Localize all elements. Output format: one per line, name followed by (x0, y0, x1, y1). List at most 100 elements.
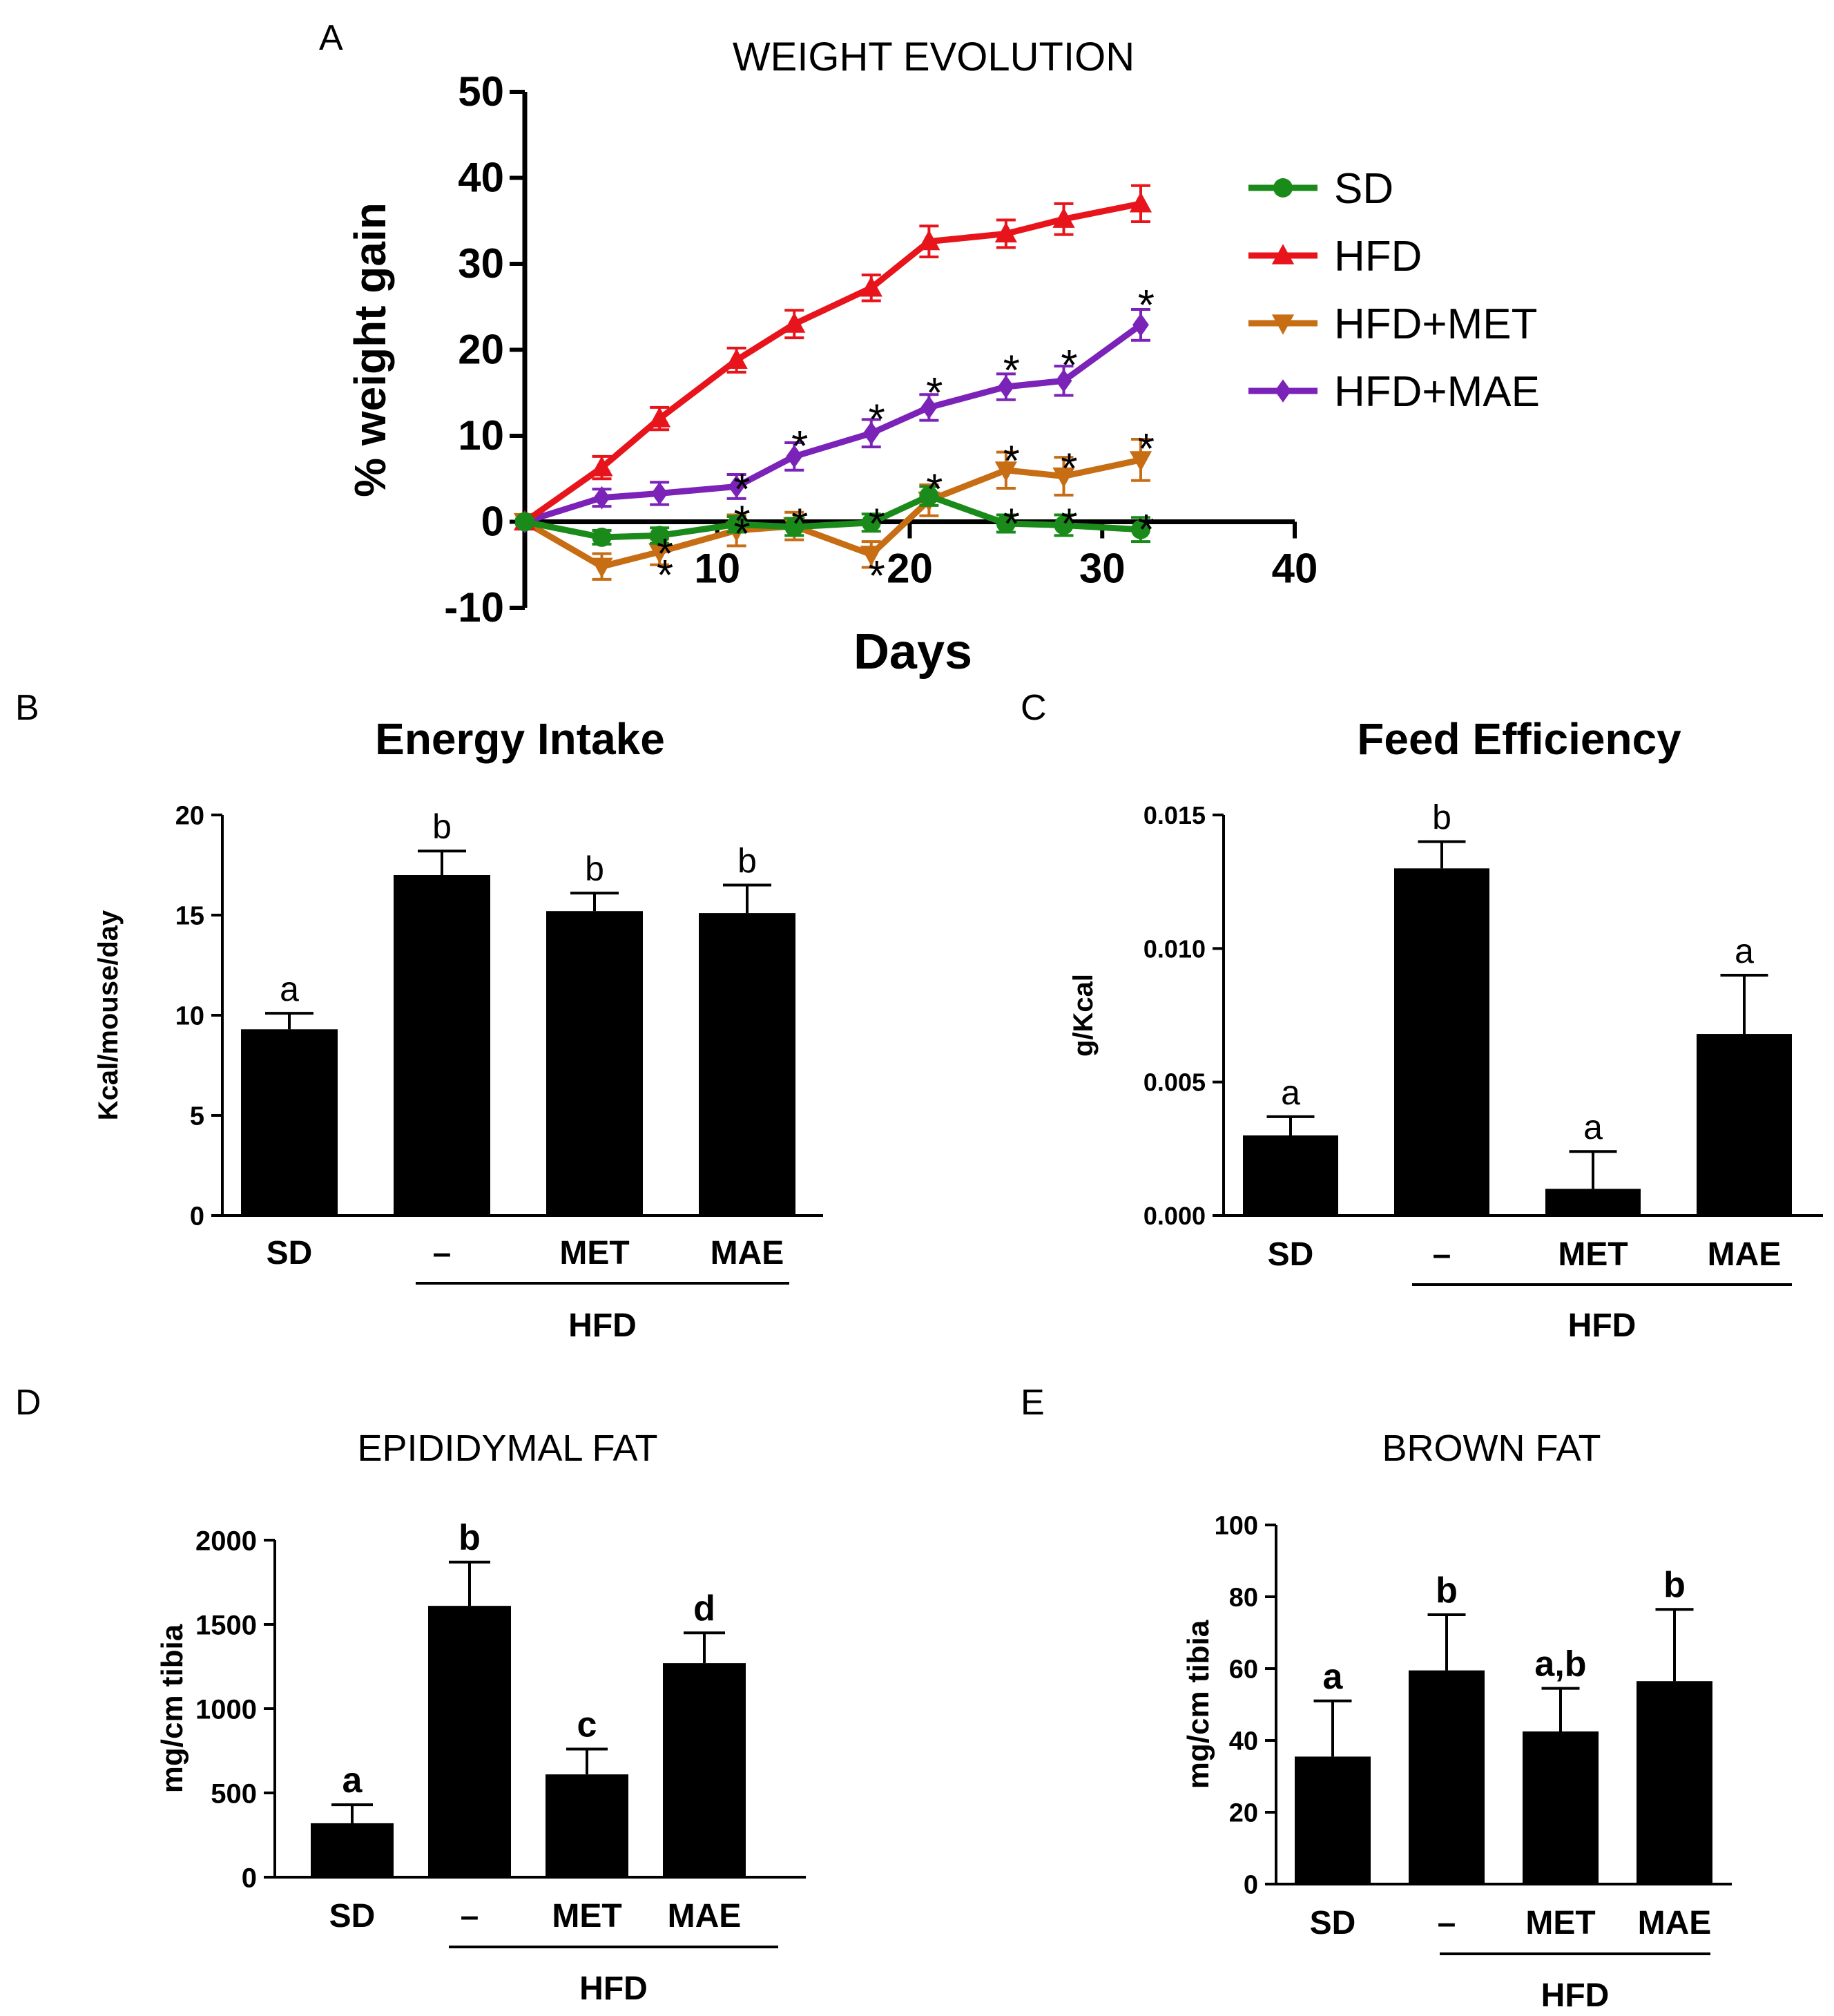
x-axis-label: Days (853, 624, 972, 680)
y-tick-label: 20 (458, 327, 504, 373)
chart-title: WEIGHT EVOLUTION (733, 35, 1135, 79)
bar (546, 1774, 628, 1877)
series-line (523, 322, 1143, 525)
series-hfd (513, 184, 1152, 531)
significance-asterisk: * (869, 500, 885, 548)
x-category-label: MAE (1638, 1905, 1712, 1941)
y-tick-label: 0.010 (1143, 934, 1206, 963)
y-tick-label: 0 (1244, 1871, 1258, 1900)
bar (699, 913, 795, 1216)
group-label: HFD (1568, 1307, 1637, 1344)
x-category-label: MET (559, 1235, 629, 1271)
data-point (728, 474, 745, 499)
significance-asterisk: * (1003, 500, 1020, 548)
significance-asterisk: * (926, 465, 943, 513)
data-point (1052, 207, 1075, 228)
data-point (592, 527, 612, 547)
y-tick-label: 5 (190, 1102, 204, 1131)
bar (394, 875, 490, 1216)
significance-asterisk: * (1003, 437, 1020, 485)
significance-letter: a (1735, 932, 1754, 970)
y-tick-label: 0 (190, 1202, 204, 1231)
data-point (1131, 519, 1150, 539)
significance-asterisk: * (1061, 342, 1077, 390)
significance-letter: b (1663, 1565, 1686, 1605)
significance-asterisk: * (1138, 282, 1155, 329)
y-tick-label: 1000 (195, 1694, 257, 1725)
line-chart-weight-evolution: WEIGHT EVOLUTION -10 0 10 20 30 40 50 10 20 30 40 % … (345, 35, 1540, 680)
y-tick-label: 500 (211, 1778, 257, 1809)
y-tick-label: 0.015 (1143, 801, 1206, 829)
significance-letter: d (693, 1588, 715, 1629)
significance-asterisk: * (734, 510, 751, 558)
legend-entry: SD (1248, 165, 1393, 213)
significance-letter: b (432, 807, 452, 846)
legend-entry: HFD+MET (1248, 300, 1538, 348)
y-tick-label: 50 (458, 68, 504, 115)
bar (1523, 1731, 1599, 1884)
chart-title: BROWN FAT (1382, 1428, 1601, 1469)
y-tick-label: 0 (481, 499, 504, 545)
bar-chart-energy-intake: Energy Intake 0 5 10 15 20 Kcal/mouse/day a SD b –… (93, 714, 823, 1344)
data-point (1055, 369, 1072, 393)
data-point (861, 512, 881, 532)
data-point (1132, 313, 1149, 337)
y-tick-label: 0.000 (1143, 1202, 1206, 1230)
bar (241, 1029, 338, 1216)
y-tick-label: 20 (175, 802, 204, 831)
chart-title: Energy Intake (375, 714, 665, 764)
bar (1409, 1670, 1485, 1884)
significance-asterisk: * (1061, 500, 1077, 548)
group-label: HFD (1541, 1977, 1610, 2014)
y-tick-label: 2000 (195, 1526, 257, 1556)
x-category-label: – (433, 1235, 452, 1271)
x-category-label: – (1438, 1905, 1456, 1941)
series-line (523, 457, 1141, 570)
data-point (1054, 515, 1074, 535)
y-tick-label: 30 (458, 240, 504, 287)
data-point (784, 517, 804, 537)
data-point (918, 229, 940, 251)
significance-asterisk: * (869, 396, 885, 444)
data-point (919, 486, 939, 506)
x-category-label: MET (552, 1898, 621, 1935)
data-point (783, 312, 806, 333)
bar (663, 1663, 746, 1877)
x-tick-label: 30 (1079, 546, 1126, 592)
data-point (725, 348, 748, 369)
y-tick-label: 0 (242, 1863, 257, 1893)
y-tick-label: 40 (1229, 1727, 1258, 1756)
data-point (860, 546, 882, 566)
group-label: HFD (568, 1307, 637, 1344)
data-point (996, 513, 1016, 533)
significance-asterisk: * (1061, 445, 1077, 493)
y-axis-label: g/Kcal (1068, 974, 1099, 1057)
data-point (648, 407, 671, 428)
panel-letter-e: E (1021, 1383, 1045, 1423)
bar (1697, 1034, 1792, 1216)
data-point (515, 512, 534, 532)
significance-letter: a (280, 970, 299, 1008)
significance-asterisk: * (734, 498, 751, 546)
series-line (523, 200, 1141, 525)
x-category-label: MAE (711, 1235, 784, 1271)
legend-entry: HFD+MAE (1248, 368, 1540, 416)
significance-letter: a (1323, 1657, 1344, 1697)
y-tick-label: -10 (444, 584, 504, 631)
significance-asterisk: * (657, 552, 673, 599)
chart-title: EPIDIDYMAL FAT (357, 1428, 657, 1469)
x-category-label: MET (1558, 1236, 1628, 1273)
chart-title: Feed Efficiency (1357, 714, 1681, 764)
data-point (648, 543, 671, 564)
x-category-label: SD (267, 1235, 313, 1271)
panel-letter-c: C (1021, 688, 1047, 728)
panel-letter-b: B (15, 688, 39, 728)
x-category-label: SD (1310, 1905, 1356, 1941)
data-point (920, 396, 938, 419)
panel-letter-a: A (319, 18, 343, 58)
significance-asterisk: * (1138, 425, 1155, 473)
x-category-label: MAE (668, 1898, 742, 1935)
y-axis-label: mg/cm tibia (1181, 1620, 1215, 1789)
data-point (590, 557, 613, 579)
bar (1637, 1681, 1712, 1884)
